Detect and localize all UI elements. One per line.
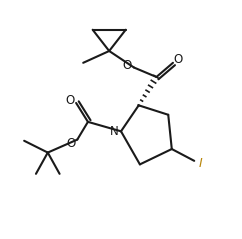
Text: O: O bbox=[66, 137, 75, 150]
Text: N: N bbox=[110, 125, 118, 138]
Text: I: I bbox=[198, 157, 202, 170]
Text: O: O bbox=[122, 59, 132, 72]
Text: O: O bbox=[174, 54, 183, 66]
Text: O: O bbox=[66, 94, 75, 107]
